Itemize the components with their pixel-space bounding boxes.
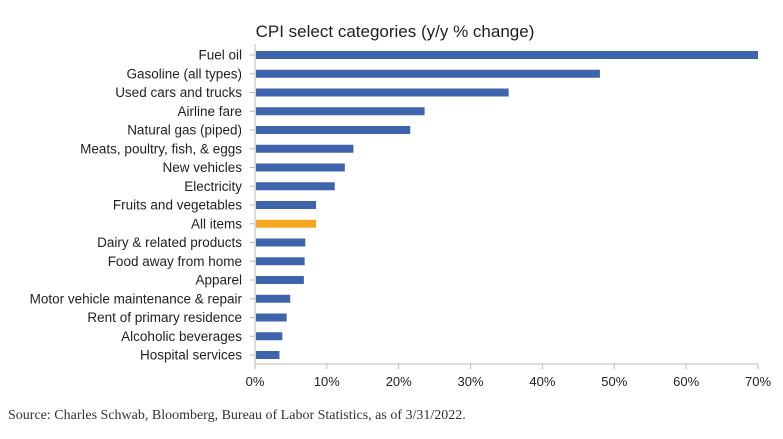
chart-title: CPI select categories (y/y % change) bbox=[256, 22, 535, 41]
bar bbox=[256, 51, 758, 59]
category-label: Electricity bbox=[184, 179, 242, 194]
category-label: Hospital services bbox=[140, 348, 242, 363]
category-label: Fuel oil bbox=[198, 48, 242, 63]
bar bbox=[256, 126, 411, 134]
x-tick-label: 30% bbox=[458, 374, 484, 389]
category-label: Rent of primary residence bbox=[87, 310, 242, 325]
category-label: Dairy & related products bbox=[97, 235, 242, 250]
bar bbox=[256, 238, 306, 247]
bar bbox=[256, 276, 304, 284]
category-label: Apparel bbox=[195, 273, 242, 288]
category-label: Food away from home bbox=[108, 254, 242, 269]
category-label: Gasoline (all types) bbox=[126, 66, 242, 81]
chart-container: CPI select categories (y/y % change) Fue… bbox=[30, 22, 772, 389]
category-label: Used cars and trucks bbox=[115, 85, 242, 100]
bar bbox=[256, 69, 600, 78]
x-tick-label: 40% bbox=[529, 374, 555, 389]
x-tick-label: 20% bbox=[386, 374, 412, 389]
category-label: Alcoholic beverages bbox=[121, 329, 242, 344]
x-tick-label: 70% bbox=[745, 374, 771, 389]
bar-chart: CPI select categories (y/y % change) Fue… bbox=[30, 22, 772, 389]
x-tick-label: 50% bbox=[601, 374, 627, 389]
category-label: All items bbox=[191, 216, 242, 231]
category-label: Airline fare bbox=[177, 104, 242, 119]
category-label: Fruits and vegetables bbox=[113, 198, 242, 213]
bar bbox=[256, 163, 345, 172]
bar bbox=[256, 88, 509, 97]
bar-highlight bbox=[256, 219, 317, 228]
source-note: Source: Charles Schwab, Bloomberg, Burea… bbox=[8, 408, 466, 423]
bar bbox=[256, 332, 283, 341]
bar bbox=[256, 294, 291, 303]
bar bbox=[256, 182, 335, 191]
x-tick-label: 10% bbox=[314, 374, 340, 389]
bar bbox=[256, 201, 317, 209]
bar bbox=[256, 351, 280, 359]
x-tick-label: 0% bbox=[246, 374, 265, 389]
x-tick-label: 60% bbox=[673, 374, 699, 389]
bar bbox=[256, 144, 354, 153]
category-label: Natural gas (piped) bbox=[127, 123, 242, 138]
category-label: New vehicles bbox=[162, 160, 242, 175]
bar bbox=[256, 257, 305, 266]
category-label: Meats, poultry, fish, & eggs bbox=[80, 141, 242, 156]
bar bbox=[256, 313, 287, 322]
bar bbox=[256, 107, 425, 116]
category-label: Motor vehicle maintenance & repair bbox=[30, 291, 243, 306]
